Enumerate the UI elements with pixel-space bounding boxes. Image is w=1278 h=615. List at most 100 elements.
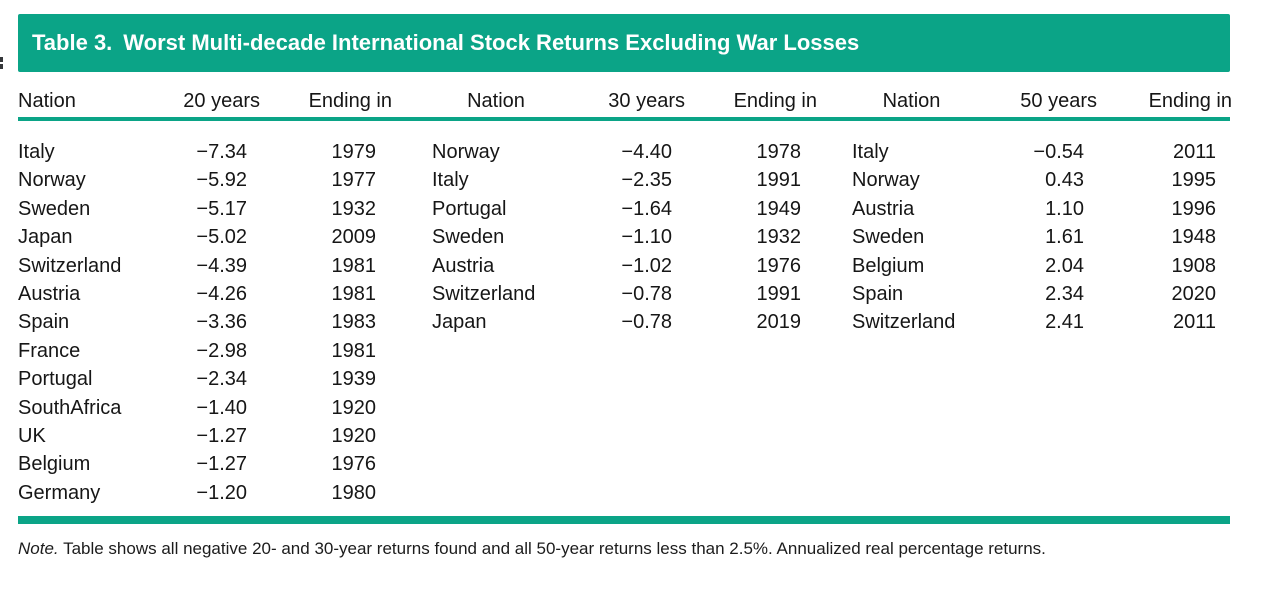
table-title: Worst Multi-decade International Stock R… bbox=[123, 30, 860, 55]
column-header-ending-in: Ending in bbox=[733, 90, 817, 112]
column-header-ending-in: Ending in bbox=[308, 90, 392, 112]
cell-empty bbox=[432, 422, 560, 450]
cell-return: −1.27 bbox=[196, 424, 247, 447]
cell-empty bbox=[685, 422, 817, 450]
cell-empty bbox=[685, 365, 817, 393]
column-gap bbox=[392, 450, 432, 478]
cell-empty bbox=[1097, 422, 1232, 450]
cell-return: −5.92 bbox=[196, 169, 247, 192]
cell-empty bbox=[560, 337, 685, 365]
cell-nation: Japan bbox=[432, 311, 487, 334]
cell-empty bbox=[560, 450, 685, 478]
cell-empty bbox=[1097, 337, 1232, 365]
table-body: Italy −7.34 1979 Norway −4.40 1978 Italy −0.54 2… bbox=[18, 138, 1232, 507]
cell-empty bbox=[971, 394, 1097, 422]
cell-return: 2.34 bbox=[1045, 282, 1084, 305]
cell-ending-in: 2011 bbox=[1172, 311, 1216, 334]
column-gap bbox=[817, 450, 852, 478]
column-gap bbox=[392, 422, 432, 450]
cell-ending-in: 1991 bbox=[756, 169, 802, 192]
column-gap bbox=[392, 365, 432, 393]
cell-empty bbox=[432, 365, 560, 393]
cell-nation: Belgium bbox=[852, 254, 925, 277]
cell-empty bbox=[685, 450, 817, 478]
column-gap bbox=[817, 337, 852, 365]
column-header-return: 30 years bbox=[608, 90, 685, 112]
column-header-ending-in: Ending in bbox=[1148, 90, 1232, 112]
cell-ending-in: 1932 bbox=[331, 197, 377, 220]
cell-ending-in: 1908 bbox=[1171, 254, 1217, 277]
cell-empty bbox=[685, 479, 817, 507]
cell-nation: Austria bbox=[18, 282, 81, 305]
column-header-nation: Nation bbox=[18, 90, 76, 112]
cell-nation: Portugal bbox=[432, 197, 507, 220]
cell-empty bbox=[560, 394, 685, 422]
cell-nation: SouthAfrica bbox=[18, 396, 122, 419]
column-gap bbox=[817, 138, 852, 166]
cell-nation: Austria bbox=[432, 254, 495, 277]
column-gap bbox=[392, 394, 432, 422]
column-gap bbox=[392, 223, 432, 251]
column-gap bbox=[392, 308, 432, 336]
cell-ending-in: 1920 bbox=[331, 396, 377, 419]
cell-ending-in: 2019 bbox=[756, 311, 802, 334]
cell-empty bbox=[1097, 365, 1232, 393]
cell-ending-in: 1976 bbox=[756, 254, 802, 277]
cell-empty bbox=[560, 365, 685, 393]
column-gap bbox=[817, 394, 852, 422]
table-title-bar: Table 3. Worst Multi-decade Internationa… bbox=[18, 14, 1230, 72]
cell-empty bbox=[852, 479, 971, 507]
cell-empty bbox=[852, 394, 971, 422]
column-gap bbox=[817, 280, 852, 308]
artifact-mark bbox=[0, 64, 3, 69]
column-gap bbox=[392, 337, 432, 365]
cell-ending-in: 1981 bbox=[331, 254, 377, 277]
cell-return: −1.64 bbox=[621, 197, 672, 220]
column-gap bbox=[817, 195, 852, 223]
column-gap bbox=[392, 195, 432, 223]
cell-empty bbox=[852, 337, 971, 365]
column-gap bbox=[392, 252, 432, 280]
cell-empty bbox=[852, 422, 971, 450]
cell-nation: Spain bbox=[18, 311, 70, 334]
column-gap bbox=[392, 479, 432, 507]
cell-empty bbox=[971, 422, 1097, 450]
cell-empty bbox=[971, 450, 1097, 478]
table-header-row: Nation 20 years Ending in Nation 30 years End… bbox=[18, 86, 1232, 117]
cell-ending-in: 1932 bbox=[756, 226, 802, 249]
cell-return: −2.35 bbox=[621, 169, 672, 192]
cell-nation: Switzerland bbox=[432, 282, 536, 305]
column-gap bbox=[817, 252, 852, 280]
cell-ending-in: 1996 bbox=[1171, 197, 1217, 220]
cell-nation: Norway bbox=[852, 169, 920, 192]
cell-return: −0.78 bbox=[621, 311, 672, 334]
cell-return: −3.36 bbox=[196, 311, 247, 334]
cell-empty bbox=[685, 337, 817, 365]
cell-return: −1.40 bbox=[196, 396, 247, 419]
cell-empty bbox=[971, 479, 1097, 507]
cell-nation: Austria bbox=[852, 197, 915, 220]
cell-ending-in: 1948 bbox=[1171, 226, 1217, 249]
cell-nation: Italy bbox=[432, 169, 469, 192]
table-note: Note. Table shows all negative 20- and 3… bbox=[18, 537, 1138, 562]
cell-empty bbox=[560, 422, 685, 450]
cell-return: −2.34 bbox=[196, 368, 247, 391]
cell-return: −4.26 bbox=[196, 282, 247, 305]
cell-return: −7.34 bbox=[196, 141, 247, 163]
column-gap bbox=[817, 365, 852, 393]
column-header-return: 50 years bbox=[1020, 90, 1097, 112]
column-gap bbox=[392, 166, 432, 194]
cell-ending-in: 1949 bbox=[756, 197, 802, 220]
artifact-mark bbox=[0, 57, 3, 62]
cell-ending-in: 2011 bbox=[1172, 141, 1216, 163]
table-content: Table 3. Worst Multi-decade Internationa… bbox=[18, 14, 1232, 562]
cell-nation: Italy bbox=[18, 141, 55, 163]
table-number: Table 3. bbox=[32, 30, 113, 55]
cell-empty bbox=[685, 394, 817, 422]
cell-ending-in: 1976 bbox=[331, 453, 377, 476]
cell-nation: UK bbox=[18, 424, 46, 447]
note-text: Table shows all negative 20- and 30-year… bbox=[63, 539, 1046, 559]
cell-ending-in: 1980 bbox=[331, 481, 377, 504]
cell-return: −4.40 bbox=[621, 141, 672, 163]
